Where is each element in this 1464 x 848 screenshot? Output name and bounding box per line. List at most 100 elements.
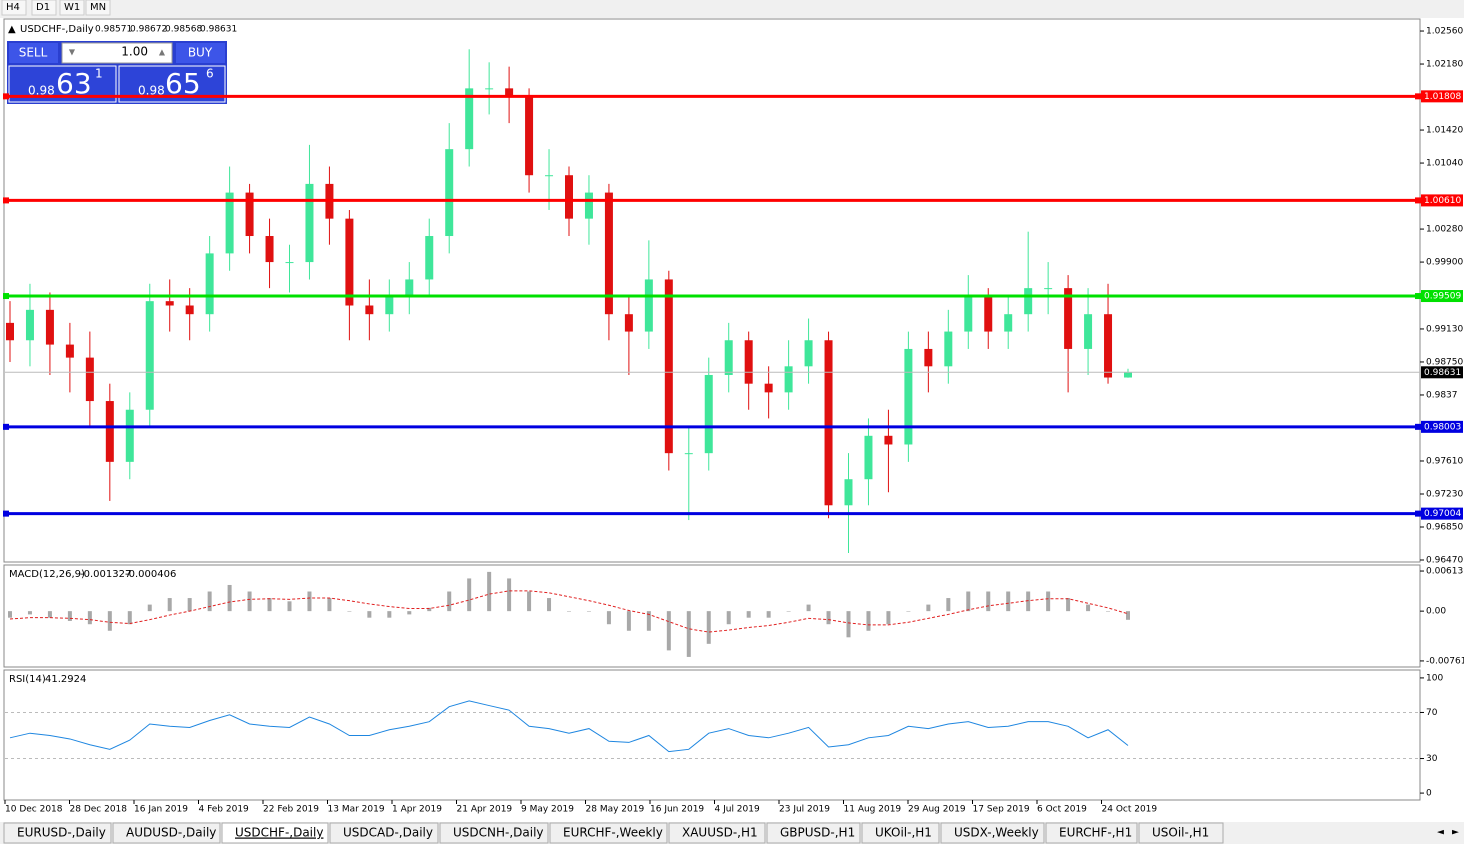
level-label: 0.97004 xyxy=(1424,509,1461,519)
macd-bar xyxy=(127,611,132,625)
level-label: 0.98003 xyxy=(1424,422,1461,432)
level-label: 1.00610 xyxy=(1424,196,1461,206)
candle-body xyxy=(624,314,633,332)
symbol-tab[interactable] xyxy=(112,822,221,844)
symbol-tab[interactable] xyxy=(329,822,439,844)
sell-button[interactable] xyxy=(9,43,58,63)
macd-bar xyxy=(746,611,751,618)
period-tab[interactable] xyxy=(31,0,57,16)
macd-bar xyxy=(1026,591,1031,612)
candle-body xyxy=(1104,314,1113,378)
rsi-value: 41.2924 xyxy=(45,674,86,685)
candle-body xyxy=(125,409,134,462)
macd-bar xyxy=(327,598,332,612)
ask-pips: 65 xyxy=(165,67,201,100)
macd-bar xyxy=(806,604,811,612)
rsi-panel xyxy=(3,669,1421,801)
bid-pips: 63 xyxy=(56,67,92,100)
tab-scroll-right[interactable]: ► xyxy=(1452,828,1459,838)
macd-bar xyxy=(686,611,691,657)
x-tick-label: 23 Jul 2019 xyxy=(779,805,830,815)
ohlc-value: 0.98568 xyxy=(165,25,202,35)
symbol-tab-label: EURUSD-,Daily xyxy=(17,826,106,840)
macd-bar xyxy=(87,611,92,625)
symbol-tab[interactable] xyxy=(3,822,112,844)
macd-bar xyxy=(786,611,791,612)
symbol-tab[interactable] xyxy=(439,822,549,844)
bid-frac: 1 xyxy=(95,67,103,81)
symbol-tab[interactable] xyxy=(668,822,766,844)
x-tick-label: 22 Feb 2019 xyxy=(263,805,319,815)
symbol-tab-label: USDCAD-,Daily xyxy=(343,826,433,840)
candle-body xyxy=(644,279,653,332)
y-tick-label: 0.98750 xyxy=(1426,357,1463,367)
level-label-bg xyxy=(1421,90,1463,103)
candle-body xyxy=(764,383,773,393)
candle-body xyxy=(385,296,394,315)
symbol-tab[interactable] xyxy=(861,822,940,844)
level-anchor xyxy=(3,93,9,100)
level-anchor xyxy=(3,197,9,204)
candle-body xyxy=(944,331,953,367)
lots-input[interactable] xyxy=(61,42,173,64)
sell-label: SELL xyxy=(19,46,48,60)
macd-signal xyxy=(9,590,1129,633)
macd-bar xyxy=(507,578,512,612)
toolbar xyxy=(0,0,1464,18)
symbol-tab-label: USOil-,H1 xyxy=(1152,826,1209,840)
macd-bar xyxy=(447,591,452,612)
price-label-bg xyxy=(1421,366,1463,379)
y-tick-label: 1.02180 xyxy=(1426,60,1463,70)
macd-bar xyxy=(387,611,392,618)
candle-body xyxy=(844,479,853,506)
macd-bar xyxy=(626,611,631,631)
candle-body xyxy=(185,305,194,315)
symbol-tab[interactable] xyxy=(940,822,1045,844)
spin-down[interactable]: ▼ xyxy=(69,48,76,57)
candle-body xyxy=(864,435,873,480)
candle-body xyxy=(445,149,454,237)
y-tick-label: 30 xyxy=(1426,754,1438,764)
level-anchor xyxy=(1415,93,1421,100)
macd-bar xyxy=(606,611,611,625)
symbol-tab[interactable] xyxy=(1045,822,1138,844)
x-tick-label: 4 Feb 2019 xyxy=(199,805,250,815)
candle-body xyxy=(165,301,174,306)
period-tab[interactable] xyxy=(85,0,111,16)
level-anchor xyxy=(1415,197,1421,204)
symbol-tab[interactable] xyxy=(1138,822,1224,844)
macd-bar xyxy=(886,611,891,625)
level-label-bg xyxy=(1421,194,1463,207)
spin-up[interactable]: ▲ xyxy=(159,48,166,57)
symbol-tab[interactable] xyxy=(766,822,861,844)
macd-bar xyxy=(1046,591,1051,612)
candle-body xyxy=(964,296,973,332)
level-label: 0.99509 xyxy=(1424,292,1461,302)
macd-bar xyxy=(167,598,172,612)
candle-body xyxy=(1124,372,1132,378)
candle-body xyxy=(724,340,733,375)
candle-body xyxy=(465,88,474,150)
macd-bar xyxy=(1066,598,1071,612)
tab-scroll-left[interactable]: ◄ xyxy=(1437,828,1444,838)
candle-body xyxy=(545,175,554,177)
buy-button[interactable] xyxy=(176,43,225,63)
candle-body xyxy=(704,374,713,454)
candle-body xyxy=(145,301,154,410)
macd-bar xyxy=(27,611,32,615)
macd-main-value: -0.001327 xyxy=(80,569,131,580)
candle-body xyxy=(205,253,214,315)
symbol-tab-label: AUDUSD-,Daily xyxy=(126,826,216,840)
y-tick-label: 0.97230 xyxy=(1426,489,1463,499)
macd-bar xyxy=(147,604,152,612)
symbol-tab[interactable] xyxy=(221,822,329,844)
period-tab[interactable] xyxy=(59,0,85,16)
macd-bar xyxy=(107,611,112,631)
x-tick-label: 24 Oct 2019 xyxy=(1102,805,1158,815)
price-label: 0.98631 xyxy=(1424,368,1461,378)
candle-body xyxy=(904,348,913,445)
x-tick-label: 4 Jul 2019 xyxy=(715,805,760,815)
period-tab[interactable] xyxy=(1,0,27,16)
symbol-tab[interactable] xyxy=(549,822,668,844)
macd-bar xyxy=(726,611,731,625)
